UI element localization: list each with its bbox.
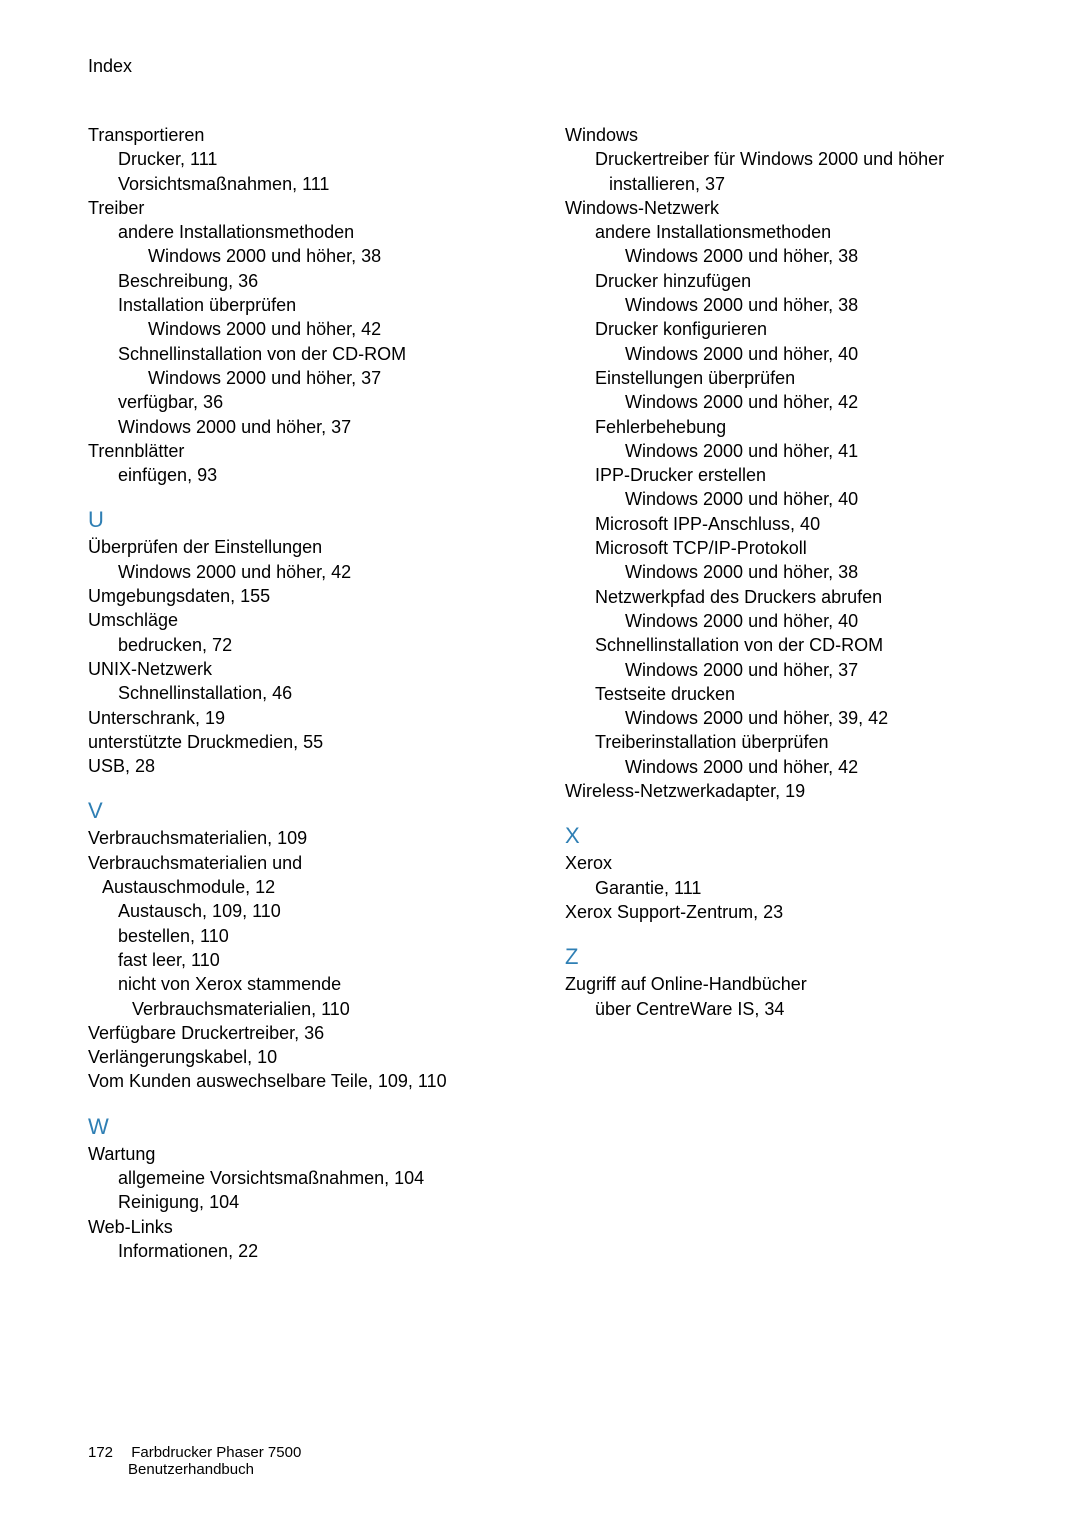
index-entry: einfügen, 93 [118, 463, 525, 487]
index-entry: Verbrauchsmaterialien, 109 [88, 826, 525, 850]
index-entry: Treiberinstallation überprüfen [595, 730, 1002, 754]
index-left-column: TransportierenDrucker, 111Vorsichtsmaßna… [88, 123, 525, 1263]
index-columns: TransportierenDrucker, 111Vorsichtsmaßna… [88, 123, 1002, 1263]
index-entry: allgemeine Vorsichtsmaßnahmen, 104 [118, 1166, 525, 1190]
index-entry: Windows 2000 und höher, 38 [625, 244, 1002, 268]
section-letter: W [88, 1114, 525, 1140]
index-entry: Wartung [88, 1142, 525, 1166]
index-entry: USB, 28 [88, 754, 525, 778]
index-entry: Schnellinstallation von der CD-ROM [118, 342, 525, 366]
index-entry: Austausch, 109, 110 [118, 899, 525, 923]
index-entry: Vorsichtsmaßnahmen, 111 [118, 172, 525, 196]
index-entry: Windows 2000 und höher, 40 [625, 487, 1002, 511]
index-entry: Garantie, 111 [595, 876, 1002, 900]
page-title: Index [88, 56, 1002, 77]
index-entry: Verfügbare Druckertreiber, 36 [88, 1021, 525, 1045]
index-entry: Drucker konfigurieren [595, 317, 1002, 341]
index-entry: bestellen, 110 [118, 924, 525, 948]
index-entry: Windows 2000 und höher, 41 [625, 439, 1002, 463]
index-entry: Verlängerungskabel, 10 [88, 1045, 525, 1069]
index-entry: Reinigung, 104 [118, 1190, 525, 1214]
index-entry: Microsoft IPP-Anschluss, 40 [595, 512, 1002, 536]
index-right-column: WindowsDruckertreiber für Windows 2000 u… [565, 123, 1002, 1263]
index-entry: UNIX-Netzwerk [88, 657, 525, 681]
index-entry: andere Installationsmethoden [595, 220, 1002, 244]
index-entry: Xerox [565, 851, 1002, 875]
index-entry: Microsoft TCP/IP-Protokoll [595, 536, 1002, 560]
index-entry: Schnellinstallation, 46 [118, 681, 525, 705]
section-letter: U [88, 507, 525, 533]
index-entry: Überprüfen der Einstellungen [88, 535, 525, 559]
index-entry: Windows 2000 und höher, 42 [118, 560, 525, 584]
index-entry: Windows [565, 123, 1002, 147]
index-entry: über CentreWare IS, 34 [595, 997, 1002, 1021]
index-entry: Verbrauchsmaterialien, 110 [132, 997, 525, 1021]
footer-line1: Farbdrucker Phaser 7500 [131, 1444, 301, 1461]
index-entry: unterstützte Druckmedien, 55 [88, 730, 525, 754]
index-entry: installieren, 37 [609, 172, 1002, 196]
index-entry: Windows 2000 und höher, 38 [148, 244, 525, 268]
index-entry: Windows 2000 und höher, 42 [625, 755, 1002, 779]
index-entry: Umschläge [88, 608, 525, 632]
index-entry: Drucker hinzufügen [595, 269, 1002, 293]
index-entry: Xerox Support-Zentrum, 23 [565, 900, 1002, 924]
index-entry: Windows 2000 und höher, 37 [625, 658, 1002, 682]
index-entry: Transportieren [88, 123, 525, 147]
index-entry: Installation überprüfen [118, 293, 525, 317]
index-entry: verfügbar, 36 [118, 390, 525, 414]
index-entry: Unterschrank, 19 [88, 706, 525, 730]
index-entry: Vom Kunden auswechselbare Teile, 109, 11… [88, 1069, 525, 1093]
index-entry: Windows 2000 und höher, 42 [625, 390, 1002, 414]
page-number: 172 [88, 1444, 113, 1461]
index-entry: Informationen, 22 [118, 1239, 525, 1263]
section-letter: X [565, 823, 1002, 849]
index-entry: Verbrauchsmaterialien und [88, 851, 525, 875]
index-entry: fast leer, 110 [118, 948, 525, 972]
index-entry: Beschreibung, 36 [118, 269, 525, 293]
index-entry: Windows-Netzwerk [565, 196, 1002, 220]
page-footer: 172 Farbdrucker Phaser 7500 Benutzerhand… [88, 1444, 301, 1478]
index-entry: Testseite drucken [595, 682, 1002, 706]
index-entry: Fehlerbehebung [595, 415, 1002, 439]
index-entry: Windows 2000 und höher, 38 [625, 293, 1002, 317]
index-entry: Windows 2000 und höher, 40 [625, 609, 1002, 633]
index-entry: IPP-Drucker erstellen [595, 463, 1002, 487]
index-entry: Windows 2000 und höher, 39, 42 [625, 706, 1002, 730]
footer-line2: Benutzerhandbuch [128, 1461, 301, 1478]
index-entry: Trennblätter [88, 439, 525, 463]
index-entry: Windows 2000 und höher, 38 [625, 560, 1002, 584]
index-entry: Druckertreiber für Windows 2000 und höhe… [595, 147, 1002, 171]
section-letter: V [88, 798, 525, 824]
index-entry: Einstellungen überprüfen [595, 366, 1002, 390]
index-entry: Zugriff auf Online-Handbücher [565, 972, 1002, 996]
index-entry: Treiber [88, 196, 525, 220]
index-entry: Wireless-Netzwerkadapter, 19 [565, 779, 1002, 803]
index-entry: Umgebungsdaten, 155 [88, 584, 525, 608]
index-entry: Windows 2000 und höher, 42 [148, 317, 525, 341]
index-entry: Web-Links [88, 1215, 525, 1239]
index-entry: Austauschmodule, 12 [102, 875, 525, 899]
index-entry: Windows 2000 und höher, 37 [148, 366, 525, 390]
index-entry: Schnellinstallation von der CD-ROM [595, 633, 1002, 657]
section-letter: Z [565, 944, 1002, 970]
index-entry: Netzwerkpfad des Druckers abrufen [595, 585, 1002, 609]
index-entry: Drucker, 111 [118, 147, 525, 171]
index-entry: Windows 2000 und höher, 37 [118, 415, 525, 439]
index-entry: bedrucken, 72 [118, 633, 525, 657]
index-entry: Windows 2000 und höher, 40 [625, 342, 1002, 366]
index-entry: andere Installationsmethoden [118, 220, 525, 244]
index-entry: nicht von Xerox stammende [118, 972, 525, 996]
